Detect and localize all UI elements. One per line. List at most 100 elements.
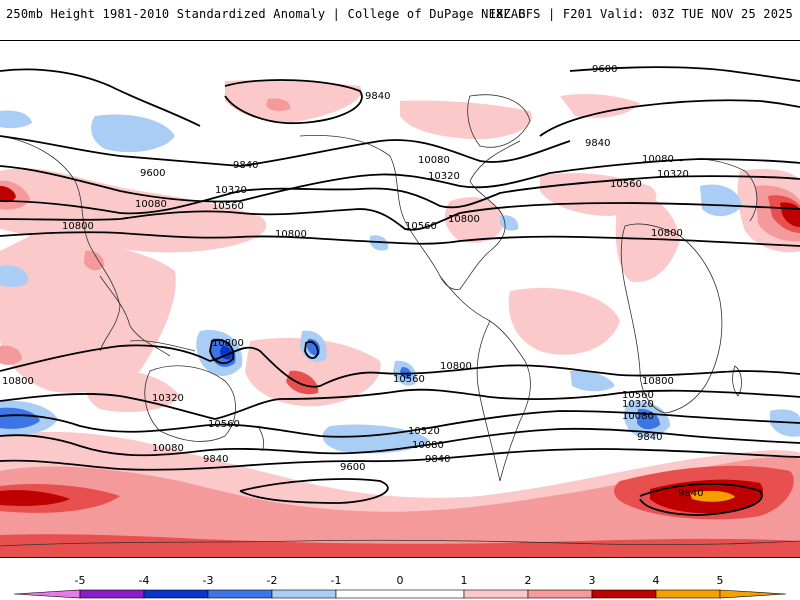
contour-label: 10560 — [208, 419, 240, 430]
contour-label: 9840 — [585, 138, 610, 149]
contour-10800-tropics — [0, 344, 800, 388]
anomaly-pos-region — [0, 186, 16, 203]
anomaly-pos-region — [690, 490, 735, 502]
anomaly-pos-region — [225, 80, 362, 123]
contour-label: 10320 — [152, 393, 184, 404]
colorbar — [13, 589, 787, 599]
colorbar-tick: 5 — [716, 574, 724, 587]
contour-10560-nw — [0, 202, 800, 231]
colorbar-swatch — [591, 589, 657, 599]
colorbar-swatch — [271, 589, 337, 599]
coastline — [0, 539, 800, 547]
contour-label: 10800 — [642, 376, 674, 387]
coastline — [439, 275, 531, 482]
anomaly-pos-region — [508, 287, 620, 355]
contour-10320-nw — [0, 175, 800, 215]
colorbar-swatch — [143, 589, 209, 599]
coastline — [129, 340, 196, 352]
colorbar-tick: -5 — [74, 574, 86, 587]
anomaly-pos-region — [84, 250, 105, 271]
contour-labels: 9600 9840 9840 9600 9840 10080 10320 105… — [2, 64, 703, 499]
contour-label: 10080 — [135, 199, 167, 210]
contour-label: 10560 — [212, 201, 244, 212]
height-contours — [0, 66, 800, 516]
colorbar-tick: 3 — [588, 574, 596, 587]
contour-closed-low-aus — [209, 339, 235, 365]
anomaly-pos-region — [0, 534, 800, 557]
colorbar-tick: 0 — [396, 574, 404, 587]
anomaly-pos-region — [286, 370, 319, 395]
anomaly-pos-region — [0, 456, 800, 557]
contour-label: 10560 — [610, 179, 642, 190]
anomaly-neg-region — [0, 265, 29, 287]
contour-label: 10320 — [215, 185, 247, 196]
contour-10080-nw — [0, 158, 800, 203]
contour-9840-south — [0, 448, 800, 471]
contour-9840-se — [639, 483, 763, 516]
anomaly-neg-region — [91, 114, 175, 153]
colorbar-swatch — [207, 589, 273, 599]
coastline — [620, 223, 723, 414]
coastline — [732, 365, 742, 397]
contour-9600-nw — [0, 68, 201, 127]
anomaly-neg-region — [0, 407, 40, 429]
contour-label: 10320 — [428, 171, 460, 182]
colorbar-swatch — [79, 589, 145, 599]
contour-label: 10800 — [651, 228, 683, 239]
colorbar-tick: -4 — [138, 574, 150, 587]
anomaly-pos-region — [245, 337, 381, 407]
contour-label: 10800 — [212, 338, 244, 349]
anomaly-pos-region — [85, 369, 180, 413]
contour-closed-low-pacific — [304, 340, 319, 359]
colorbar-arrow-right — [719, 589, 787, 599]
contour-label: 9840 — [637, 432, 662, 443]
anomaly-pos-region — [615, 191, 680, 282]
anomaly-neg-region — [500, 215, 519, 231]
colorbar-swatch — [335, 589, 465, 599]
contour-label: 9840 — [203, 454, 228, 465]
contour-label: 10080 — [152, 443, 184, 454]
colorbar-tick: -2 — [266, 574, 278, 587]
contour-9600-north — [569, 66, 800, 82]
coastline — [257, 425, 265, 452]
map-frame[interactable]: 9600 9840 9840 9600 9840 10080 10320 105… — [0, 40, 800, 558]
anomaly-neg-region — [0, 110, 32, 129]
contour-label: 10080 — [622, 411, 654, 422]
colorbar-tick: 1 — [460, 574, 468, 587]
anomaly-pos-region — [400, 100, 532, 140]
contour-label: 9840 — [425, 454, 450, 465]
anomaly-pos-region — [0, 231, 176, 393]
contour-label: 9840 — [365, 91, 390, 102]
contour-9840-north — [224, 79, 363, 125]
contour-10320-south — [0, 410, 800, 438]
contour-label: 10800 — [448, 214, 480, 225]
colorbar-arrow-left — [13, 589, 81, 599]
anomaly-pos-region — [266, 98, 291, 112]
contour-label: 10560 — [393, 374, 425, 385]
contour-10800-w — [0, 231, 800, 247]
coastlines — [0, 94, 800, 547]
anomaly-neg-region — [307, 338, 320, 356]
anomaly-shading — [0, 80, 800, 557]
colorbar-tick: 2 — [524, 574, 532, 587]
colorbar-tick: -1 — [330, 574, 342, 587]
coastline — [99, 275, 171, 357]
anomaly-pos-region — [0, 345, 22, 365]
header: 250mb Height 1981-2010 Standardized Anom… — [0, 0, 800, 26]
contour-9840-ne — [539, 99, 800, 137]
contour-label: 10800 — [2, 376, 34, 387]
contour-label: 9600 — [140, 168, 165, 179]
coastline — [144, 365, 236, 442]
contour-label: 9600 — [340, 462, 365, 473]
anomaly-map[interactable]: 9600 9840 9840 9600 9840 10080 10320 105… — [0, 41, 800, 558]
contour-label: 10320 — [408, 426, 440, 437]
contour-label: 10560 — [622, 390, 654, 401]
contour-label: 9600 — [592, 64, 617, 75]
coastline — [476, 320, 501, 482]
contour-label: 10560 — [405, 221, 437, 232]
contour-label: 10080 — [642, 154, 674, 165]
coastline — [299, 135, 521, 290]
anomaly-pos-region — [0, 168, 267, 253]
contour-label: 9840 — [678, 488, 703, 499]
contour-label: 10800 — [275, 229, 307, 240]
